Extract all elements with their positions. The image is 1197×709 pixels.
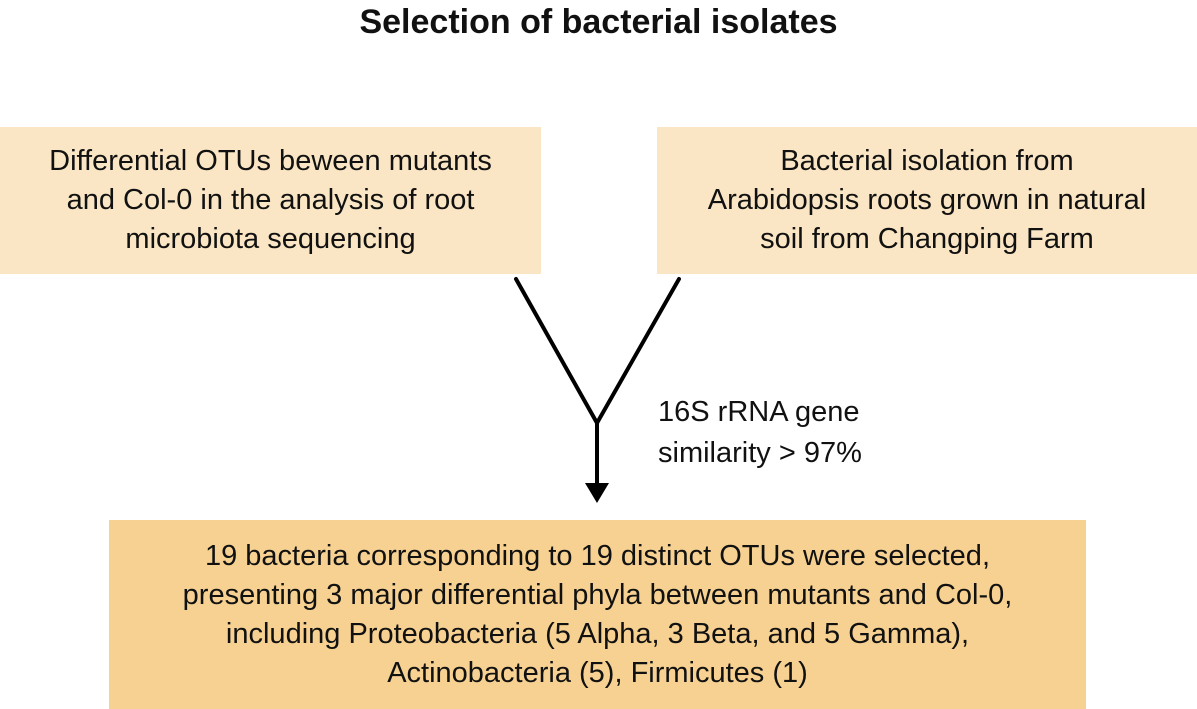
- edge-label-line-2: similarity > 97%: [658, 437, 862, 469]
- similarity-threshold-label: 16S rRNA gene similarity > 97%: [658, 392, 958, 474]
- source-right-line-3: soil from Changping Farm: [760, 223, 1094, 255]
- connector-right-diagonal: [595, 277, 681, 425]
- connector-left-diagonal: [514, 277, 599, 425]
- diagram-title: Selection of bacterial isolates: [359, 3, 838, 41]
- source-left-line-1: Differential OTUs beween mutants: [49, 145, 492, 177]
- result-line-1: 19 bacteria corresponding to 19 distinct…: [204, 539, 990, 572]
- result-line-4: Actinobacteria (5), Firmicutes (1): [387, 656, 808, 689]
- source-right-line-1: Bacterial isolation from: [780, 145, 1074, 177]
- result-line-2: presenting 3 major differential phyla be…: [182, 578, 1013, 611]
- source-left-line-2: and Col-0 in the analysis of root: [66, 184, 475, 216]
- source-box-bacterial-isolation: Bacterial isolation from Arabidopsis roo…: [657, 127, 1197, 274]
- edge-label-line-1: 16S rRNA gene: [658, 396, 860, 428]
- result-line-3: including Proteobacteria (5 Alpha, 3 Bet…: [225, 617, 970, 650]
- arrowhead-icon: [585, 483, 609, 503]
- source-box-differential-otus: Differential OTUs beween mutants and Col…: [0, 127, 541, 274]
- source-right-line-2: Arabidopsis roots grown in natural: [707, 184, 1147, 216]
- source-left-line-3: microbiota sequencing: [125, 223, 416, 255]
- result-box-selected-bacteria: 19 bacteria corresponding to 19 distinct…: [109, 520, 1086, 709]
